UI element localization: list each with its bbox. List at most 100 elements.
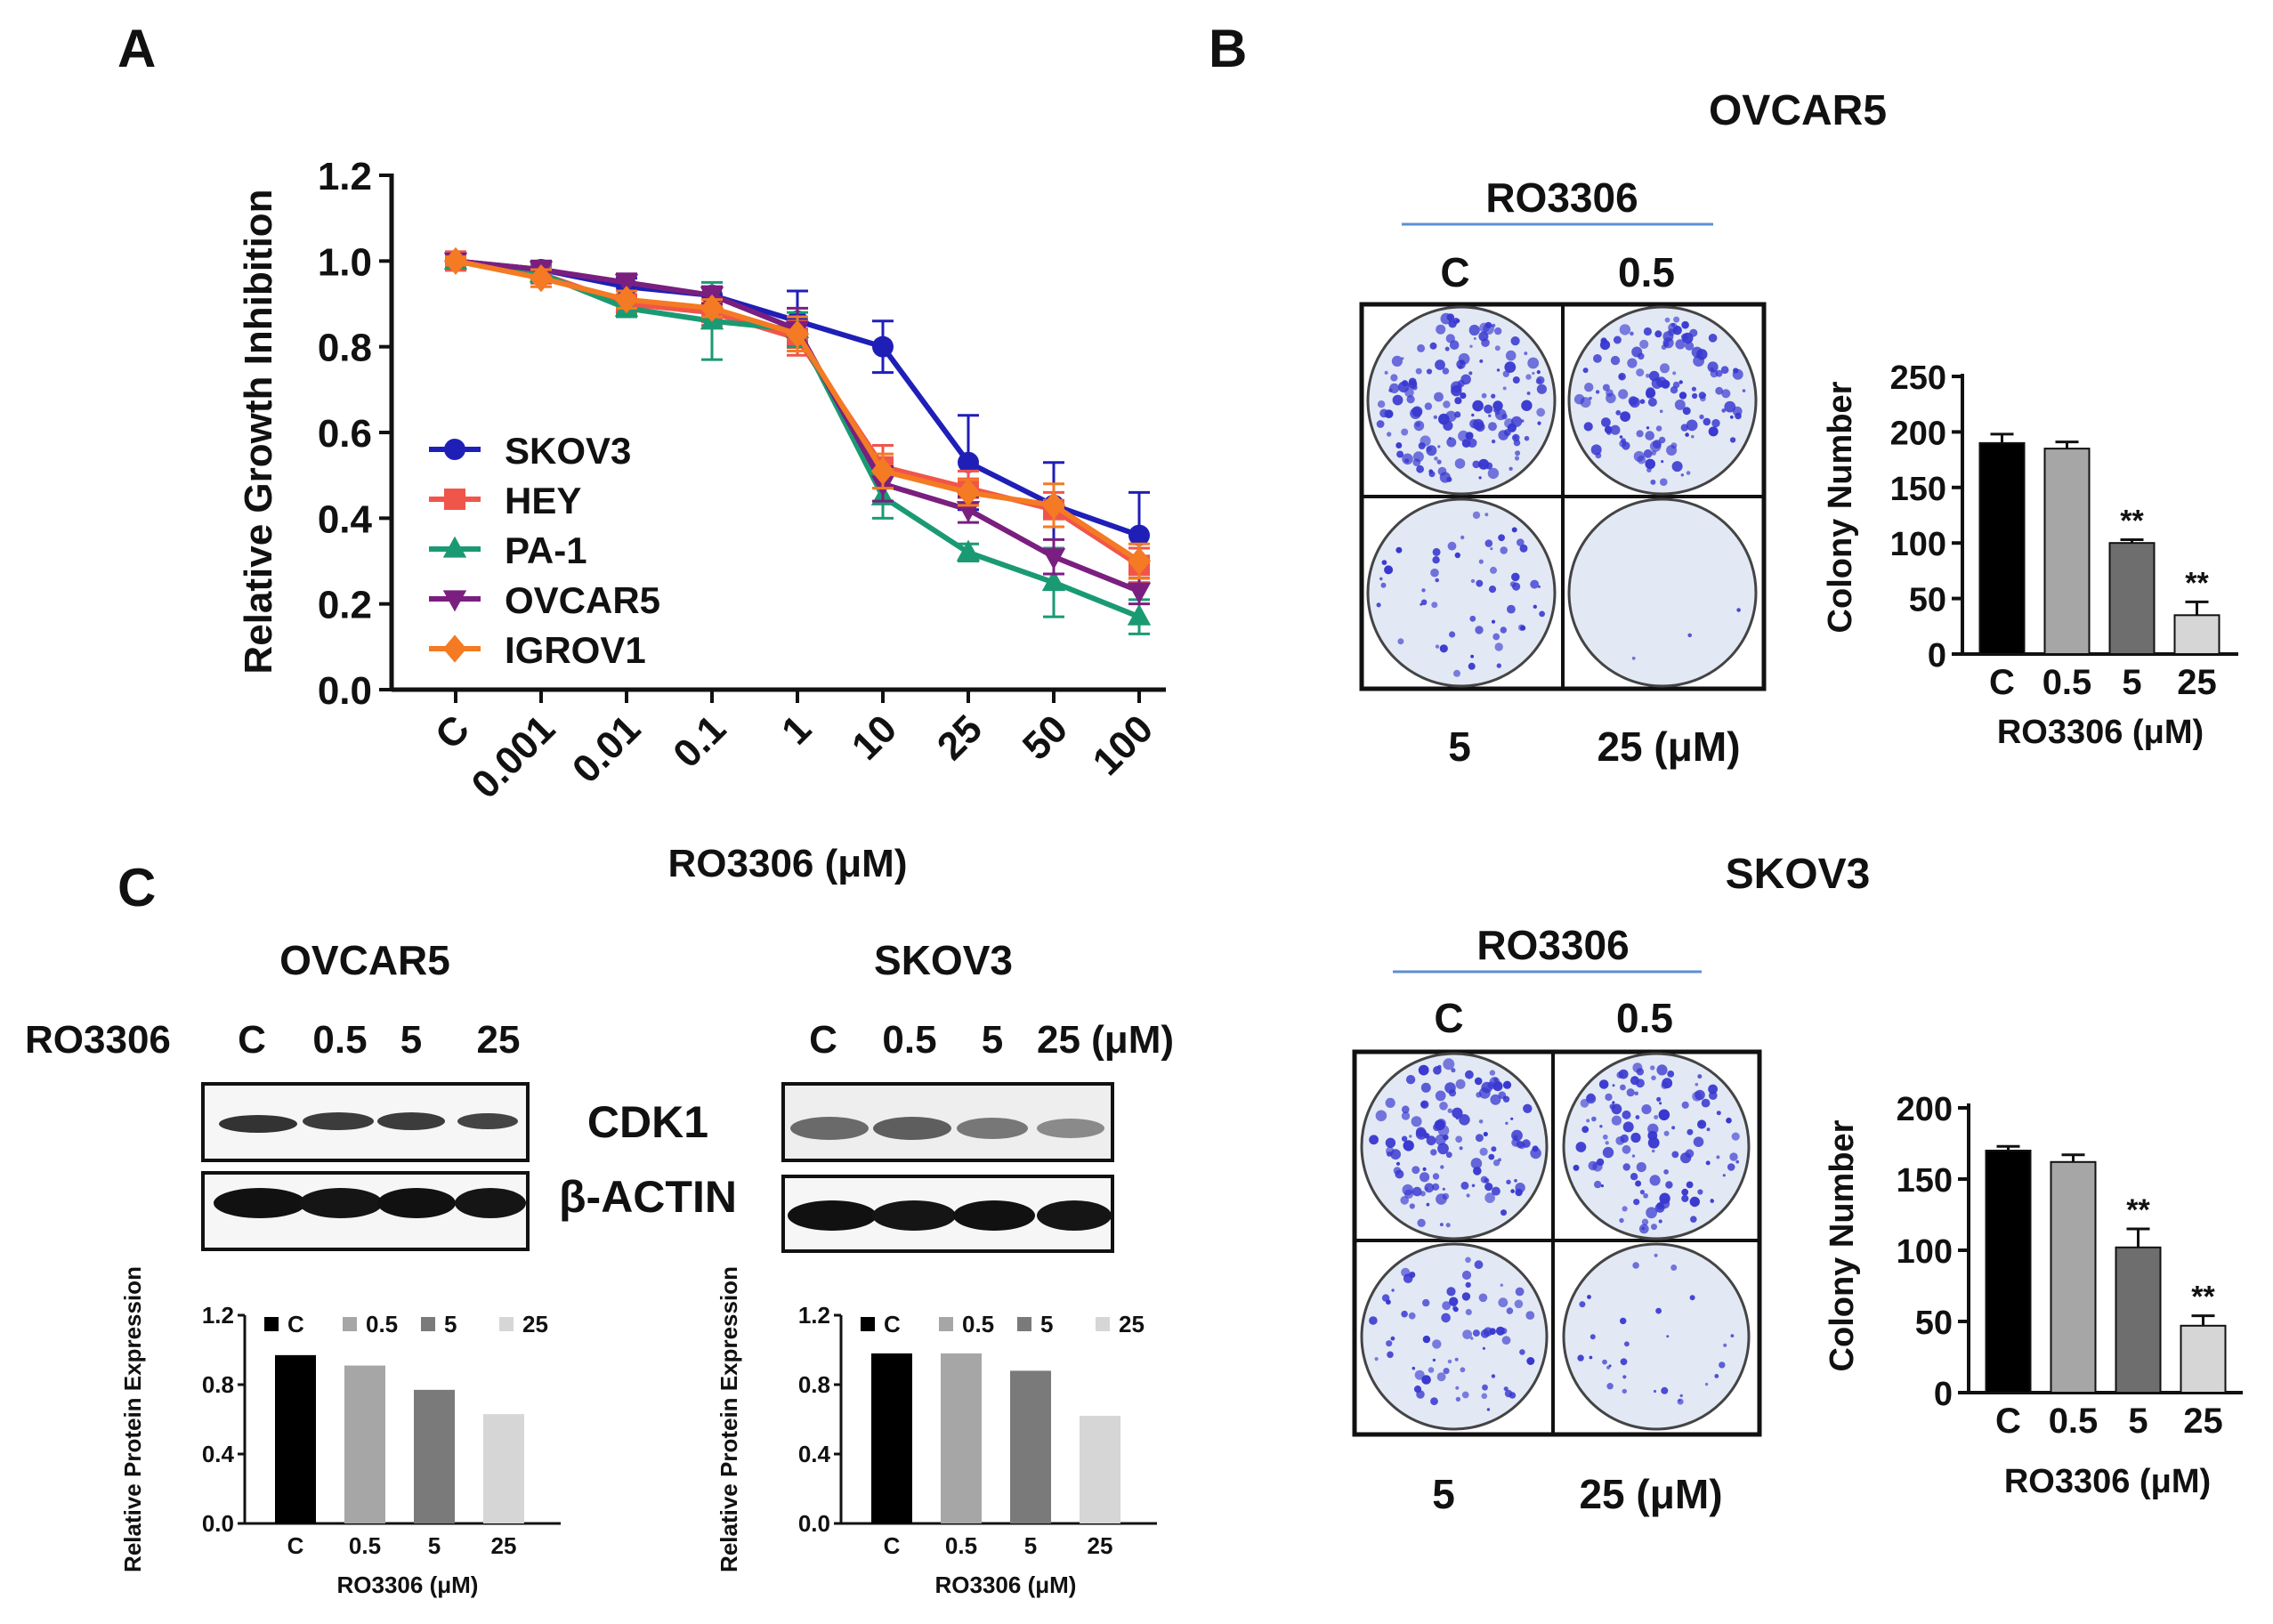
colony-dot (1612, 1084, 1615, 1087)
legend-swatch (421, 1317, 435, 1331)
x-tick-label-5: 5 (1024, 1532, 1037, 1559)
colony-dot (1524, 435, 1530, 441)
colony-dot (1742, 389, 1746, 392)
colony-dot (1729, 437, 1736, 443)
colony-dot (1390, 374, 1398, 382)
colony-dot (1431, 602, 1438, 609)
colony-dot (1446, 437, 1457, 448)
colony-dot (1476, 1092, 1482, 1098)
colony-dot (1428, 1367, 1435, 1373)
colony-dot (1533, 604, 1538, 609)
bar-0.5 (2050, 1160, 2097, 1394)
colony-dot (1680, 473, 1685, 477)
colony-dot (1491, 619, 1496, 624)
ovcar5-dish-5 (1366, 497, 1557, 688)
colony-dot (1507, 604, 1516, 614)
colony-dot (1708, 334, 1718, 343)
colony-dot (1435, 1090, 1446, 1102)
colony-dot (1515, 1287, 1525, 1297)
colony-dot (1537, 421, 1541, 425)
colony-dot (1663, 1130, 1670, 1136)
bar-25 (2180, 1324, 2227, 1394)
skov3-dish-label-5: 5 (1432, 1471, 1455, 1517)
colony-dot (1489, 1070, 1496, 1076)
colony-dot (1460, 374, 1471, 385)
y-tick-label: 1.2 (798, 1302, 830, 1329)
colony-dot (1638, 1224, 1649, 1234)
colony-dot (1433, 1066, 1442, 1075)
series-igrov1-point (700, 294, 724, 322)
colony-dot (1698, 392, 1706, 400)
colony-dot (1646, 1207, 1657, 1219)
legend-label: 25 (522, 1311, 548, 1337)
colony-dot (1639, 339, 1649, 349)
colony-dot (1605, 1141, 1609, 1145)
colony-dot (1660, 478, 1668, 486)
series-igrov1-point (785, 319, 810, 348)
colony-dot (1651, 450, 1657, 456)
colony-dot (1415, 368, 1422, 375)
x-tick-label-25: 25 (2177, 663, 2217, 702)
colony-dot (1641, 1218, 1649, 1225)
colony-dot (1432, 556, 1440, 564)
colony-dot (1732, 368, 1743, 380)
y-tick-label: 1.2 (202, 1302, 234, 1329)
ovcar5-dish-label-5: 5 (1448, 723, 1471, 770)
colony-dot (1486, 1408, 1491, 1411)
colony-dot (1602, 384, 1610, 392)
colony-dot (1481, 1393, 1488, 1400)
x-tick-label-0.5: 0.5 (2049, 1402, 2099, 1441)
colony-dot (1613, 335, 1622, 344)
colony-dot (1724, 400, 1736, 413)
colony-dot (1458, 430, 1469, 442)
colony-dot (1381, 1294, 1390, 1302)
colony-dot (1397, 381, 1410, 393)
colony-dot (1448, 437, 1452, 440)
colony-dot (1618, 389, 1629, 400)
colony-dot (1689, 1295, 1695, 1301)
colony-dot (1435, 644, 1440, 649)
colony-dot (1626, 1088, 1635, 1097)
colony-dot (1492, 400, 1503, 411)
colony-dot (1631, 346, 1643, 358)
colony-dot (1524, 351, 1528, 356)
colony-dot (1671, 1126, 1676, 1130)
colony-dot (1639, 399, 1646, 405)
colony-dot (1523, 1103, 1533, 1114)
bar-5 (2115, 1246, 2162, 1394)
colony-dot (1474, 1260, 1484, 1270)
colony-dot (1434, 1119, 1445, 1131)
series-pa-1-point (1127, 603, 1152, 626)
colony-dot (1445, 1151, 1452, 1159)
colony-dot (1602, 1146, 1614, 1159)
colony-dot (1647, 1123, 1659, 1135)
colony-dot (1510, 1189, 1515, 1193)
colony-dot (1442, 1187, 1445, 1191)
skov3-colonies (1369, 1058, 1740, 1411)
colony-dot (1681, 1194, 1689, 1202)
colony-dot (1456, 1117, 1459, 1120)
colony-dot (1685, 341, 1695, 351)
colony-dot (1415, 422, 1421, 427)
colony-dot (1629, 397, 1640, 408)
colony-dot (1484, 1183, 1493, 1192)
colony-dot (1655, 425, 1662, 432)
colony-dot (1505, 350, 1517, 361)
colony-dot (1649, 440, 1662, 452)
colony-dot (1484, 404, 1493, 414)
colony-dot (1716, 1111, 1721, 1116)
ovcar5-dish-label-25: 25 (μM) (1597, 723, 1740, 770)
x-tick-label-5: 5 (2122, 663, 2141, 702)
colony-dot (1651, 377, 1663, 389)
colony-dot (1711, 418, 1720, 428)
colony-dot (1426, 446, 1432, 452)
colony-dot (1583, 422, 1593, 432)
y-tick-label: 0.0 (202, 1510, 234, 1537)
significance-mark: ** (2191, 1281, 2215, 1314)
colony-dot (1465, 1256, 1471, 1264)
colony-dot (1511, 572, 1520, 582)
colony-dot (1624, 1341, 1630, 1347)
colony-dot (1654, 1253, 1658, 1257)
legend-swatch (1017, 1317, 1031, 1331)
colony-dot (1525, 1311, 1535, 1320)
